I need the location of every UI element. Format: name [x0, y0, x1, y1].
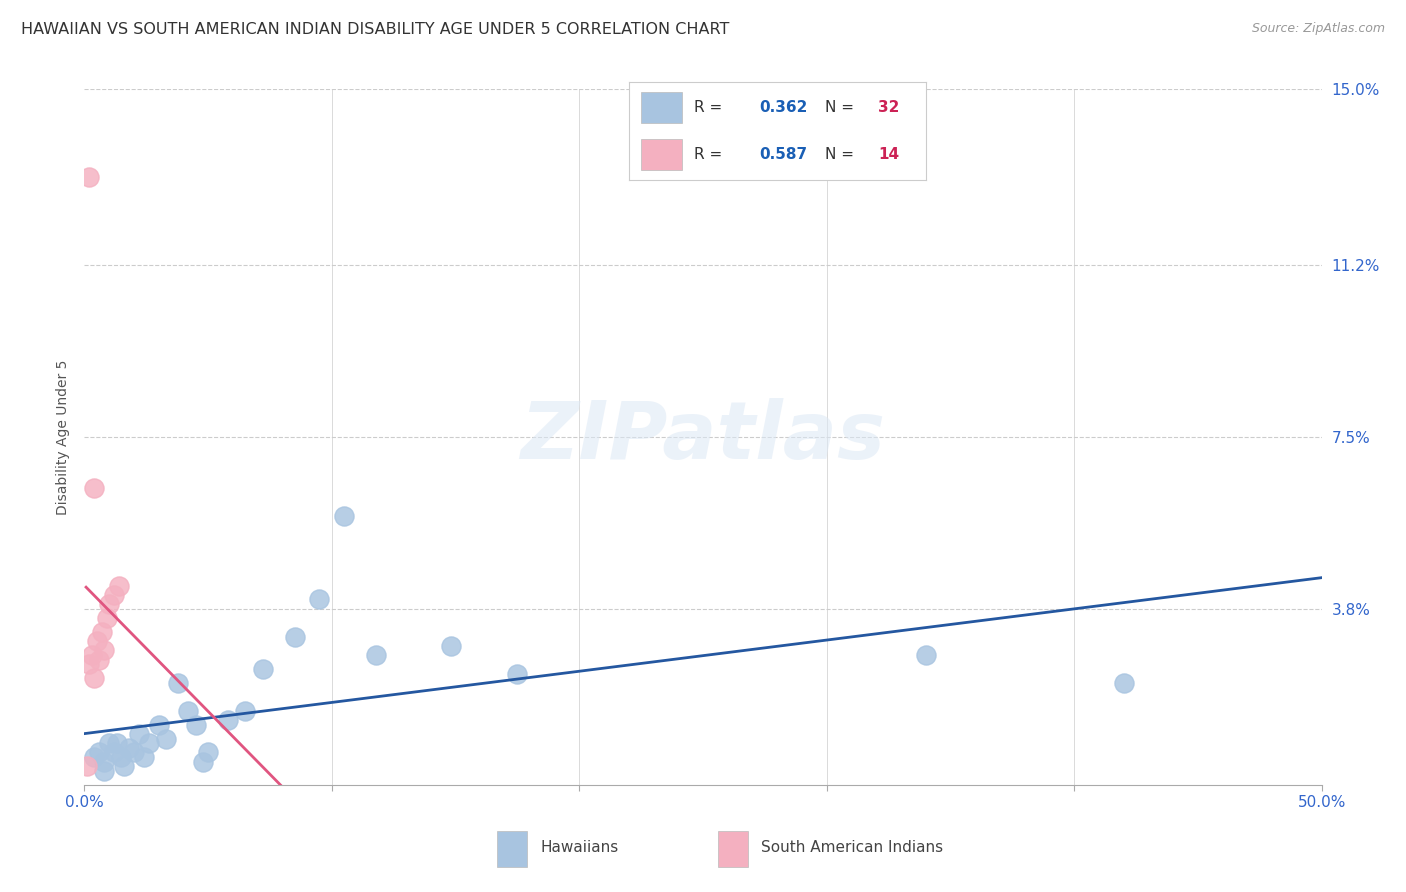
Point [76, 759, 98, 773]
Point [83, 481, 105, 495]
Point [108, 578, 131, 592]
Point [93, 755, 115, 769]
Point [217, 713, 239, 727]
Point [184, 717, 207, 731]
Point [93, 643, 115, 657]
Point [197, 746, 219, 760]
Point [98, 736, 121, 750]
Point [284, 630, 307, 644]
Point [80, 648, 103, 662]
Point [155, 731, 177, 746]
Point [914, 648, 936, 662]
Point [148, 717, 170, 731]
Point [93, 764, 115, 778]
Point [86, 634, 108, 648]
Point [90, 624, 112, 639]
Point [83, 750, 105, 764]
Point [103, 588, 125, 602]
Point [252, 662, 274, 676]
Point [138, 736, 160, 750]
Point [79, 170, 101, 185]
Point [89, 653, 111, 667]
Point [366, 648, 388, 662]
Point [506, 666, 529, 681]
Point [439, 639, 461, 653]
Text: Source: ZipAtlas.com: Source: ZipAtlas.com [1251, 22, 1385, 36]
Point [112, 759, 135, 773]
Point [110, 750, 132, 764]
Point [128, 727, 150, 741]
Point [333, 508, 356, 523]
Text: ZIPatlas: ZIPatlas [520, 398, 886, 476]
Point [167, 676, 190, 690]
Point [98, 597, 121, 611]
Point [1112, 676, 1135, 690]
Point [96, 611, 118, 625]
Point [132, 750, 155, 764]
Point [308, 592, 330, 607]
Point [233, 704, 256, 718]
Point [177, 704, 200, 718]
Point [79, 657, 101, 672]
Point [83, 671, 105, 685]
Point [103, 746, 125, 760]
Point [118, 740, 141, 755]
Point [89, 746, 111, 760]
Text: HAWAIIAN VS SOUTH AMERICAN INDIAN DISABILITY AGE UNDER 5 CORRELATION CHART: HAWAIIAN VS SOUTH AMERICAN INDIAN DISABI… [21, 22, 730, 37]
Point [191, 755, 214, 769]
Point [122, 746, 145, 760]
Y-axis label: Disability Age Under 5: Disability Age Under 5 [56, 359, 70, 515]
Point [105, 736, 128, 750]
